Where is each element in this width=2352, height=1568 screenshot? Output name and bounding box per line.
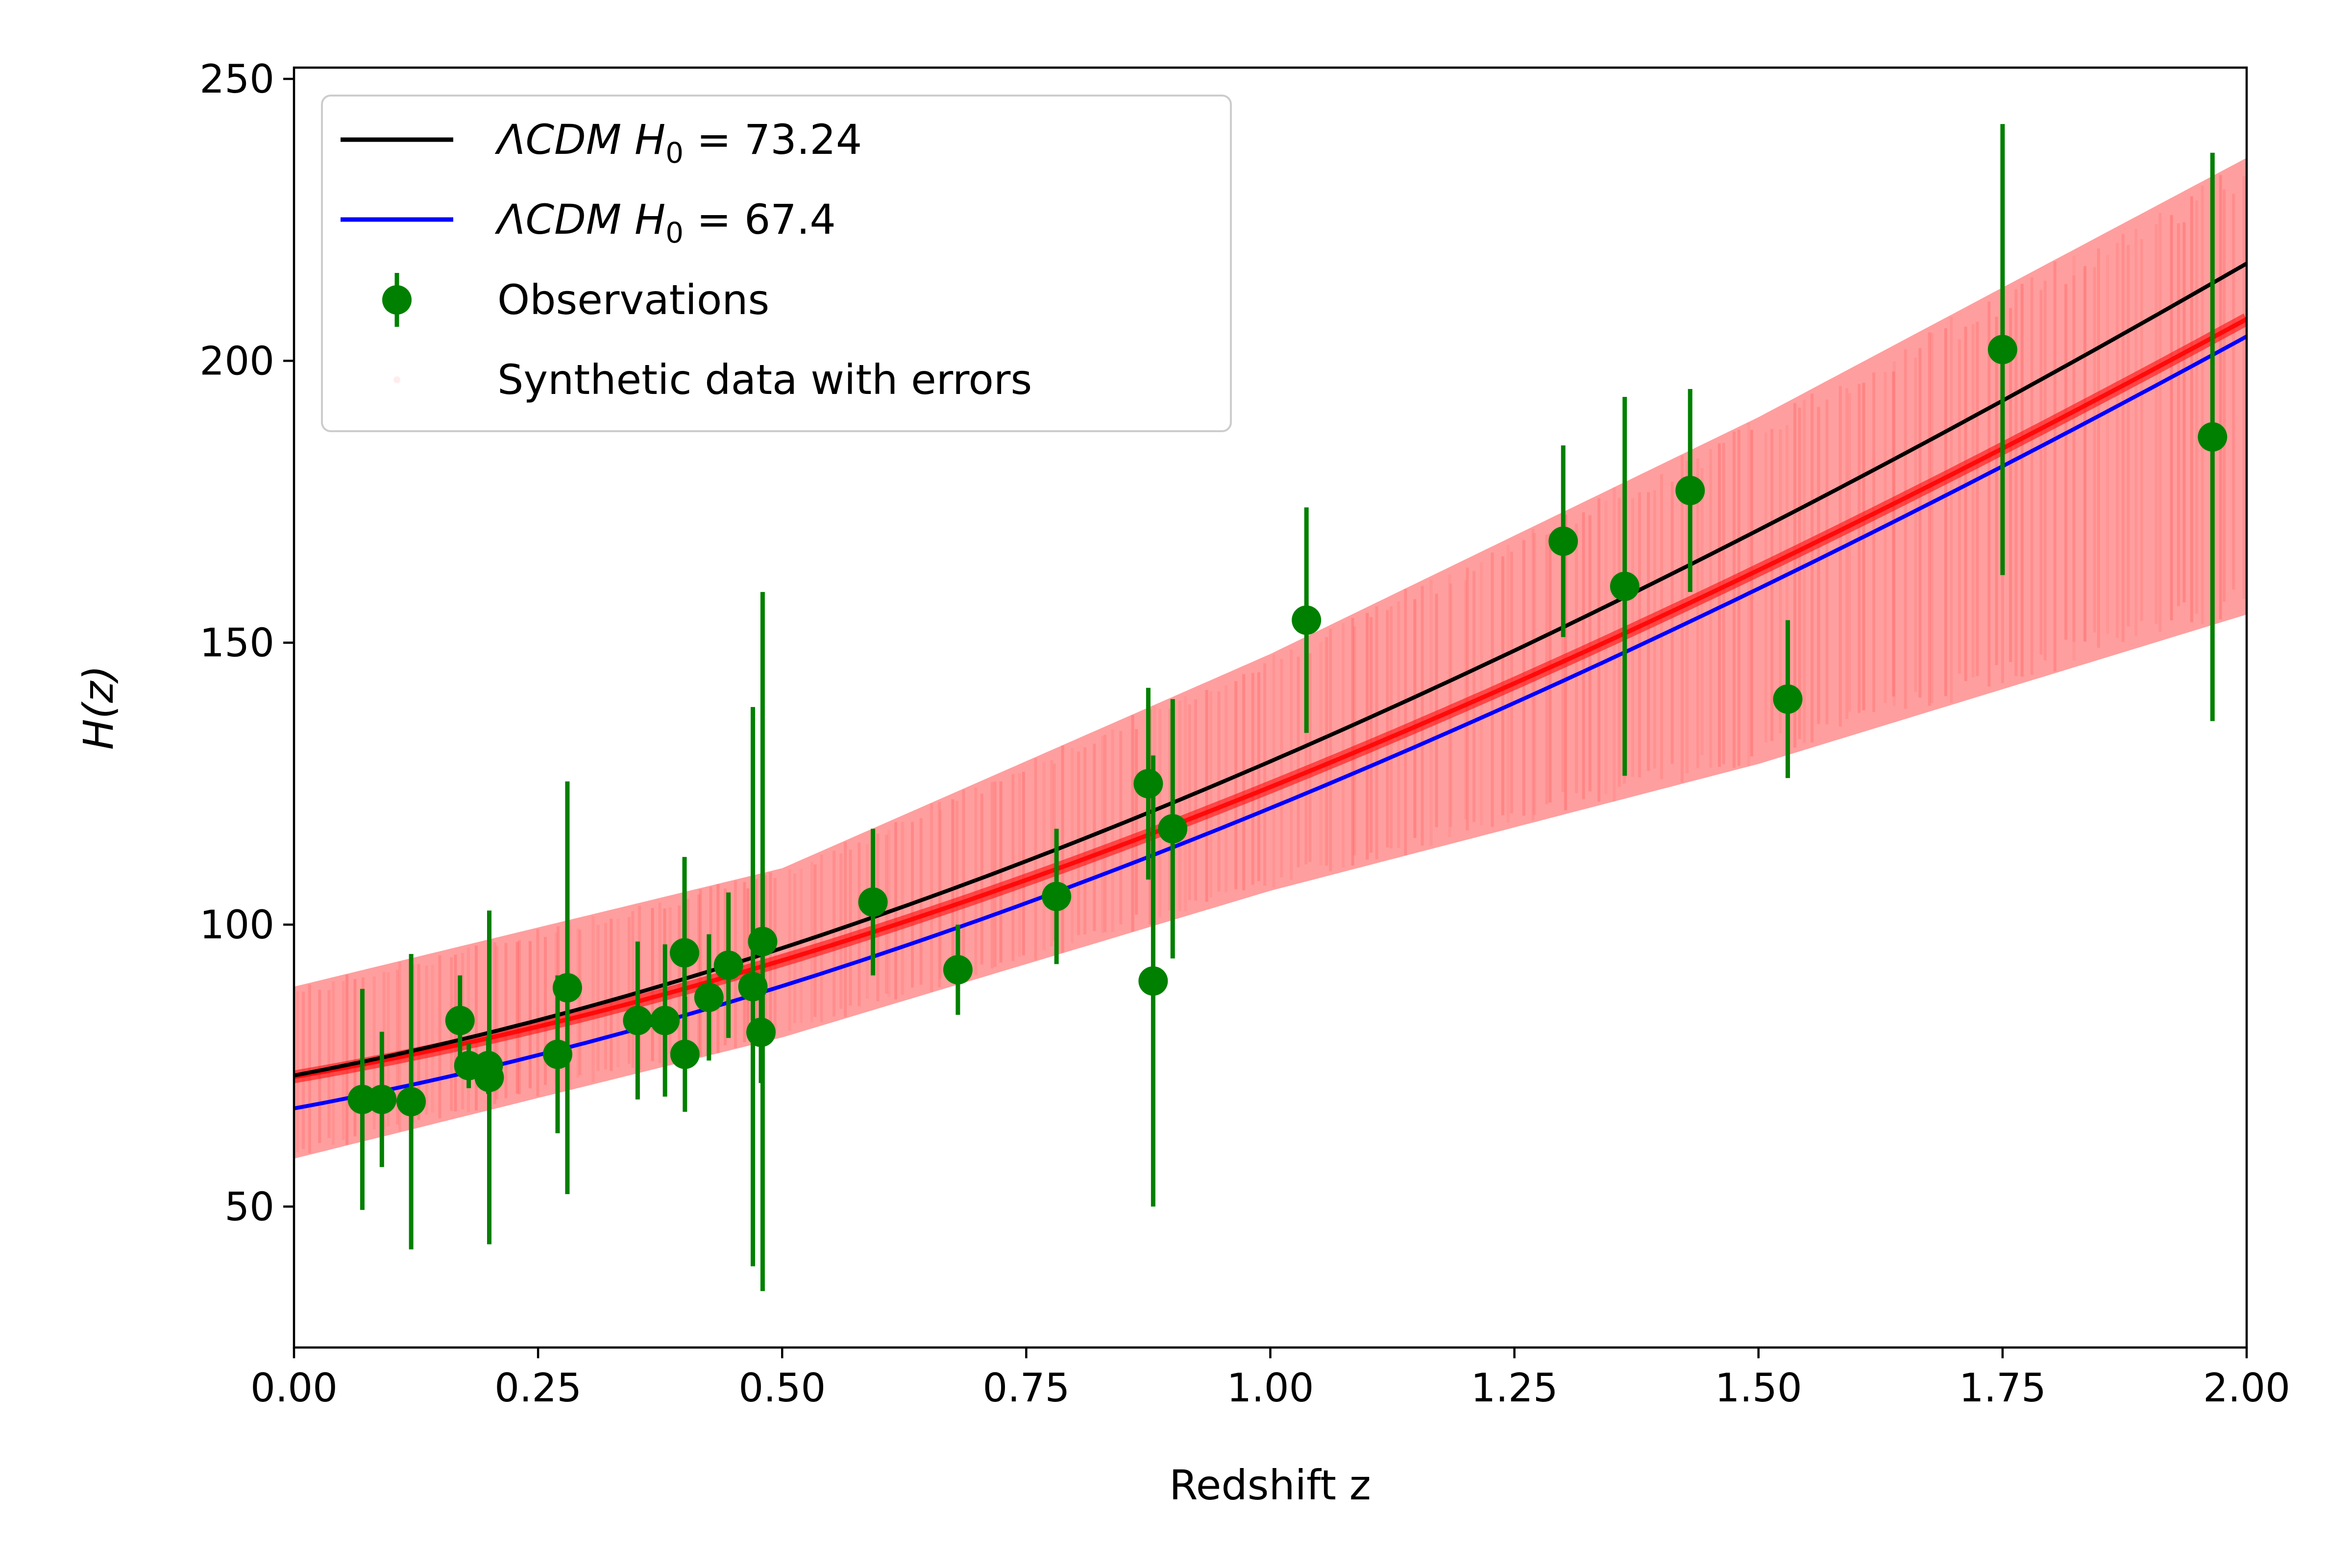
legend-item-h0-7324: ΛCDM H0 = 73.24 <box>341 116 862 170</box>
observation-point <box>670 1039 700 1069</box>
x-tick-label: 0.00 <box>250 1365 338 1411</box>
legend-label-synthetic: Synthetic data with errors <box>497 356 1032 404</box>
x-tick-label: 1.75 <box>1959 1365 2046 1411</box>
observation-point <box>1158 814 1188 844</box>
observation-point <box>1773 684 1803 714</box>
observation-point <box>713 950 743 980</box>
observations-layer <box>347 124 2228 1291</box>
legend-label-observations: Observations <box>497 276 769 324</box>
y-tick-label: 50 <box>224 1184 274 1229</box>
legend-label-h0-674: ΛCDM H0 = 67.4 <box>494 196 836 249</box>
y-axis: 50 100 150 200 250 <box>199 56 294 1229</box>
observation-point <box>396 1087 426 1117</box>
x-tick-label: 1.25 <box>1471 1365 1558 1411</box>
x-tick-label: 1.00 <box>1226 1365 1314 1411</box>
observation-point <box>670 938 699 968</box>
synthetic-band-fill <box>294 158 2247 1159</box>
y-axis-label: H(z) <box>74 665 122 750</box>
observation-point <box>746 1017 776 1047</box>
observation-point <box>1292 605 1322 635</box>
y-tick-label: 150 <box>199 620 274 666</box>
lcdm-h0-7324-curve <box>294 262 2247 1078</box>
observation-point <box>1675 475 1705 505</box>
observation-point <box>542 1039 572 1069</box>
observation-point <box>650 1005 680 1035</box>
legend-item-synthetic: Synthetic data with errors <box>393 356 1032 404</box>
observation-point <box>1987 335 2017 365</box>
observation-point <box>1138 966 1168 996</box>
synthetic-center-line <box>294 317 2247 1079</box>
x-axis-label: Redshift z <box>1169 1461 1371 1509</box>
observation-point <box>1548 526 1578 556</box>
plot-area <box>293 66 2248 1349</box>
observation-point <box>943 955 973 985</box>
observation-point <box>367 1084 397 1114</box>
observation-point <box>694 982 724 1012</box>
observation-point <box>738 972 768 1002</box>
y-tick-label: 100 <box>199 902 274 948</box>
observation-point <box>2198 422 2228 452</box>
x-tick-label: 0.25 <box>494 1365 582 1411</box>
lcdm-h0-674-curve <box>294 335 2247 1111</box>
legend-frame <box>321 95 1232 432</box>
observation-point <box>445 1005 475 1035</box>
y-tick-label: 200 <box>199 338 274 384</box>
observation-point <box>748 927 778 956</box>
y-tick-label: 250 <box>199 56 274 102</box>
observation-point <box>552 973 582 1003</box>
observation-point <box>1133 769 1163 799</box>
observation-point <box>1610 571 1640 601</box>
observation-point <box>474 1062 504 1092</box>
observation-point <box>1042 882 1072 911</box>
legend: ΛCDM H0 = 73.24 ΛCDM H0 = 67.4 Observati… <box>321 95 1232 432</box>
legend-swatch-faint-dot <box>393 376 400 383</box>
x-tick-label: 0.75 <box>982 1365 1070 1411</box>
model-curves <box>294 262 2247 1111</box>
x-tick-label: 0.50 <box>738 1365 826 1411</box>
observation-point <box>623 1005 653 1035</box>
x-tick-label: 2.00 <box>2203 1365 2290 1411</box>
legend-item-observations: Observations <box>382 273 769 327</box>
legend-label-h0-7324: ΛCDM H0 = 73.24 <box>494 116 862 170</box>
legend-swatch-marker <box>382 285 412 315</box>
observation-point <box>858 887 888 917</box>
x-axis: 0.00 0.25 0.50 0.75 1.00 1.25 1.50 1.75 2.00 <box>250 1348 2290 1411</box>
x-tick-label: 1.50 <box>1715 1365 1802 1411</box>
legend-item-h0-674: ΛCDM H0 = 67.4 <box>341 196 836 249</box>
